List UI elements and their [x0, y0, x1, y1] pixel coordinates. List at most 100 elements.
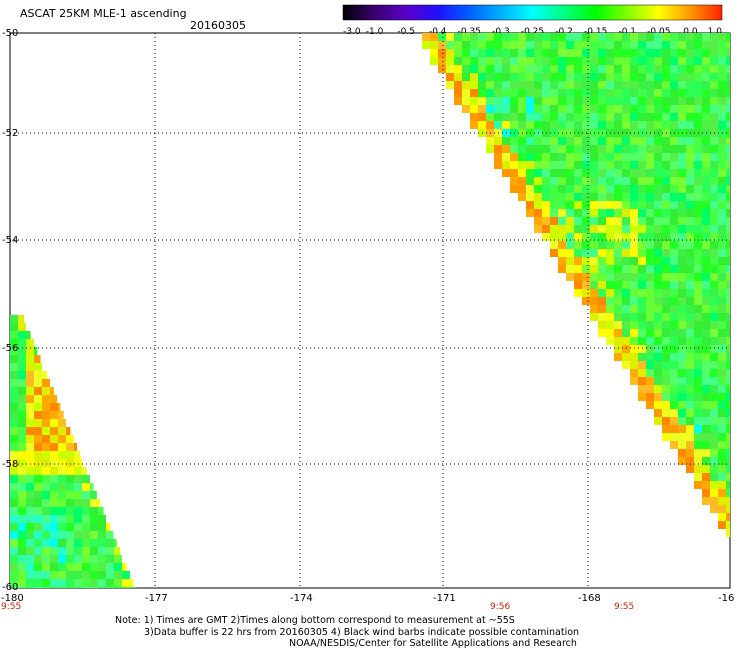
swath-cell	[686, 89, 694, 97]
swath-cell	[74, 483, 82, 491]
swath-cell	[718, 433, 726, 441]
swath-cell	[42, 371, 48, 379]
swath-cell	[18, 379, 26, 387]
swath-cell	[114, 579, 122, 587]
swath-cell	[662, 385, 670, 393]
swath-cell	[630, 217, 638, 225]
swath-cell	[678, 81, 686, 89]
swath-cell	[574, 209, 582, 217]
swath-cell	[598, 329, 606, 337]
swath-cell	[678, 49, 686, 57]
swath-cell	[42, 419, 50, 427]
swath-cell	[18, 323, 26, 331]
swath-cell	[686, 345, 694, 353]
swath-cell	[614, 169, 622, 177]
swath-cell	[670, 41, 678, 49]
swath-cell	[726, 329, 730, 337]
swath-cell	[726, 97, 730, 105]
swath-cell	[694, 89, 702, 97]
swath-cell	[82, 475, 90, 483]
swath-cell	[718, 209, 726, 217]
swath-cell	[590, 97, 598, 105]
swath-cell	[582, 289, 590, 297]
swath-cell	[518, 97, 526, 105]
swath-cell	[646, 377, 654, 385]
swath-cell	[630, 289, 638, 297]
swath-cell	[630, 33, 638, 41]
swath-cell	[710, 201, 718, 209]
swath-cell	[74, 507, 82, 515]
swath-cell	[654, 409, 662, 417]
swath-cell	[726, 289, 730, 297]
swath-cell	[670, 81, 678, 89]
swath-cell	[622, 145, 630, 153]
swath-cell	[662, 81, 670, 89]
swath-cell	[702, 457, 710, 465]
swath-cell	[662, 289, 670, 297]
swath-cell	[726, 481, 730, 489]
swath-cell	[726, 521, 730, 529]
swath-cell	[686, 233, 694, 241]
swath-cell	[574, 201, 582, 209]
swath-cell	[646, 121, 654, 129]
swath-cell	[74, 523, 82, 531]
swath-cell	[710, 225, 718, 233]
swath-cell	[718, 321, 726, 329]
swath-cell	[26, 419, 34, 427]
swath-cell	[710, 449, 718, 457]
swath-cell	[646, 65, 654, 73]
swath-cell	[726, 497, 730, 505]
swath-cell	[638, 305, 646, 313]
swath-cell	[486, 81, 494, 89]
swath-cell	[614, 209, 622, 217]
swath-cell	[26, 443, 34, 451]
swath-cell	[438, 41, 446, 49]
swath-cell	[702, 121, 710, 129]
swath-cell	[26, 459, 34, 467]
swath-cell	[654, 153, 662, 161]
swath-cell	[510, 65, 518, 73]
swath-cell	[470, 81, 478, 89]
swath-cell	[654, 417, 662, 425]
swath-cell	[510, 33, 518, 41]
swath-cell	[82, 555, 90, 563]
swath-cell	[702, 337, 710, 345]
swath-cell	[662, 337, 670, 345]
swath-cell	[590, 81, 598, 89]
swath-cell	[510, 121, 518, 129]
swath-cell	[582, 65, 590, 73]
swath-cell	[590, 273, 598, 281]
swath-cell	[90, 515, 98, 523]
swath-cell	[654, 305, 662, 313]
swath-cell	[678, 65, 686, 73]
swath-cell	[58, 419, 66, 427]
swath-cell	[630, 161, 638, 169]
swath-cell	[630, 345, 638, 353]
colorbar-tick-label: -0.15	[584, 27, 607, 37]
swath-cell	[574, 177, 582, 185]
swath-cell	[646, 49, 654, 57]
swath-cell	[662, 393, 670, 401]
swath-cell	[686, 161, 694, 169]
swath-cell	[678, 209, 686, 217]
swath-cell	[646, 177, 654, 185]
swath-cell	[718, 481, 726, 489]
swath-cell	[718, 441, 726, 449]
swath-cell	[518, 41, 526, 49]
swath-cell	[614, 305, 622, 313]
swath-cell	[726, 417, 730, 425]
swath-cell	[614, 345, 622, 353]
swath-cell	[710, 97, 718, 105]
swath-cell	[678, 121, 686, 129]
swath-cell	[510, 81, 518, 89]
swath-cell	[550, 241, 558, 249]
swath-cell	[662, 361, 670, 369]
swath-cell	[550, 81, 558, 89]
swath-cell	[606, 121, 614, 129]
swath-cell	[670, 289, 678, 297]
swath-cell	[478, 121, 486, 129]
swath-cell	[694, 281, 702, 289]
swath-cell	[26, 491, 34, 499]
swath-cell	[590, 313, 598, 321]
swath-cell	[582, 257, 590, 265]
